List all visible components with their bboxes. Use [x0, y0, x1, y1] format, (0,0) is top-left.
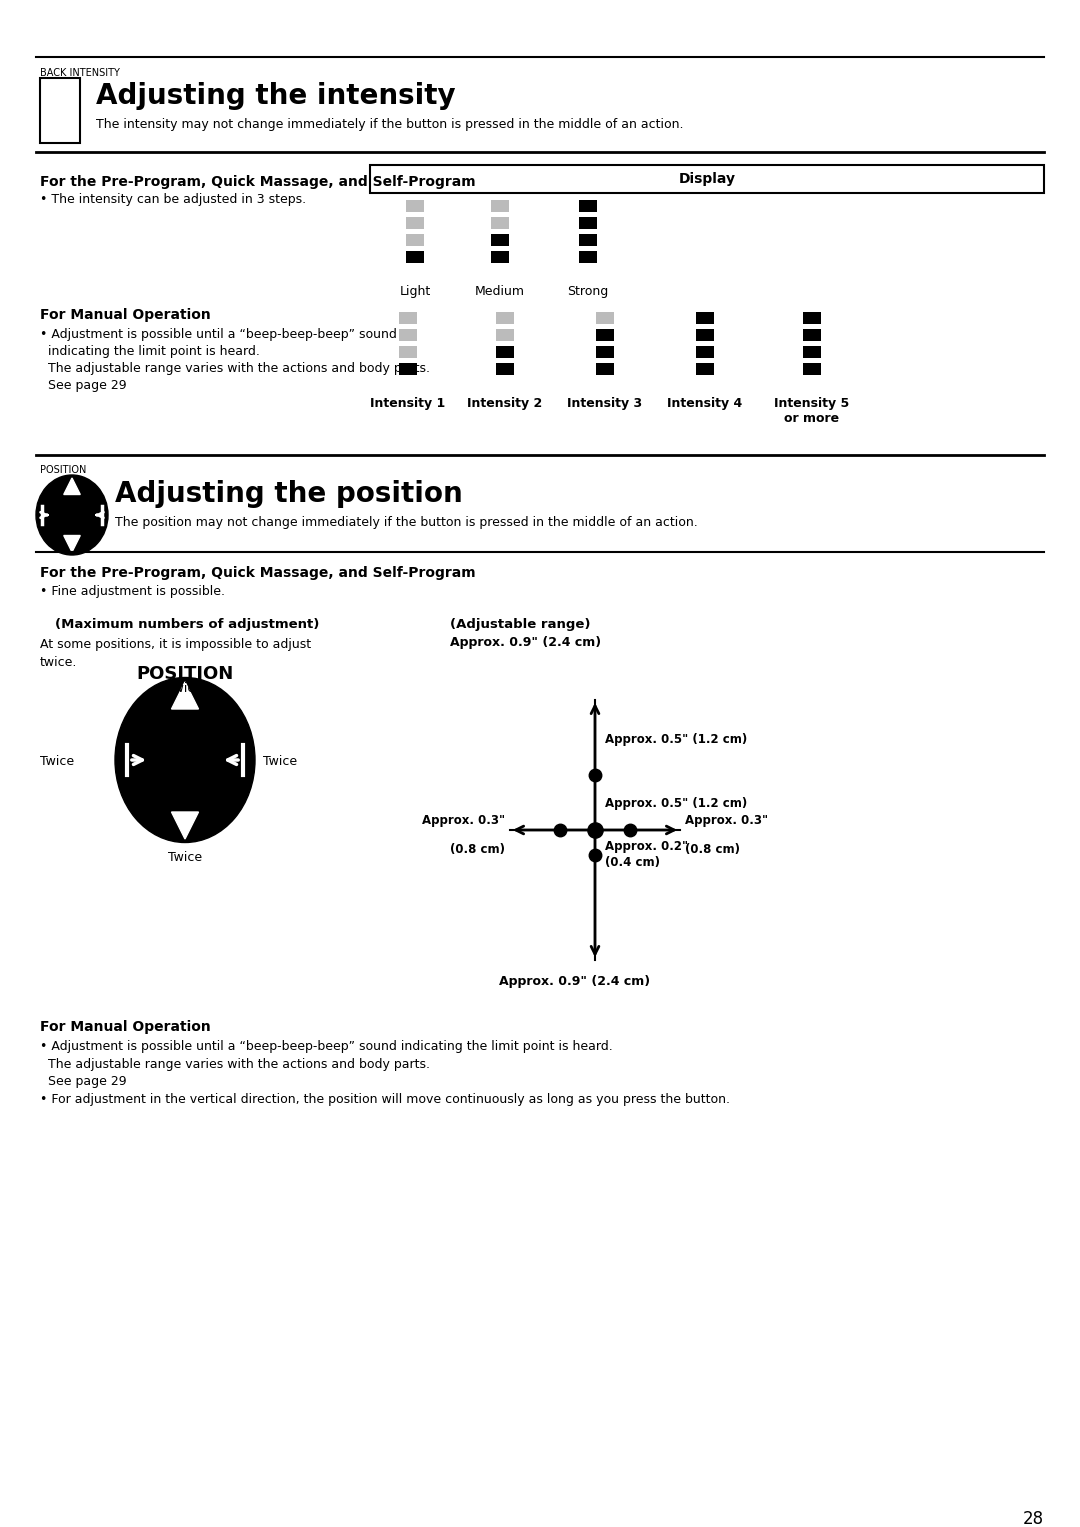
Text: Intensity 1: Intensity 1 — [370, 397, 446, 411]
Bar — [804, 328, 821, 341]
Bar — [696, 347, 714, 357]
Text: For Manual Operation: For Manual Operation — [40, 308, 211, 322]
Bar — [496, 312, 514, 324]
Bar — [804, 347, 821, 357]
Bar — [596, 312, 615, 324]
Text: • The intensity can be adjusted in 3 steps.: • The intensity can be adjusted in 3 ste… — [40, 192, 306, 206]
Bar — [399, 347, 417, 357]
Text: For the Pre-Program, Quick Massage, and Self-Program: For the Pre-Program, Quick Massage, and … — [40, 176, 475, 189]
Bar — [491, 234, 509, 246]
Text: Strong: Strong — [567, 286, 609, 298]
Polygon shape — [172, 683, 199, 709]
Polygon shape — [64, 536, 80, 551]
Text: Approx. 0.5" (1.2 cm): Approx. 0.5" (1.2 cm) — [605, 797, 747, 811]
Bar — [399, 328, 417, 341]
Text: • Adjustment is possible until a “beep-beep-beep” sound indicating the limit poi: • Adjustment is possible until a “beep-b… — [40, 1040, 612, 1054]
Text: For Manual Operation: For Manual Operation — [40, 1020, 211, 1034]
Text: Display: Display — [678, 173, 735, 186]
Bar — [496, 347, 514, 357]
Bar — [696, 312, 714, 324]
Bar — [579, 217, 597, 229]
Text: (Adjustable range): (Adjustable range) — [450, 618, 591, 631]
Text: Approx. 0.3": Approx. 0.3" — [422, 814, 505, 828]
Text: POSITION: POSITION — [136, 664, 233, 683]
Text: • For adjustment in the vertical direction, the position will move continuously : • For adjustment in the vertical directi… — [40, 1093, 730, 1106]
Text: (0.8 cm): (0.8 cm) — [450, 843, 505, 857]
Text: or more: or more — [784, 412, 839, 425]
Text: Twice: Twice — [40, 754, 75, 768]
Polygon shape — [172, 812, 199, 838]
Text: Light: Light — [400, 286, 431, 298]
Text: twice.: twice. — [40, 657, 78, 669]
Bar — [491, 250, 509, 263]
Polygon shape — [64, 478, 80, 495]
Text: See page 29: See page 29 — [40, 379, 126, 392]
Text: Intensity 5: Intensity 5 — [774, 397, 850, 411]
Text: Adjusting the intensity: Adjusting the intensity — [96, 82, 456, 110]
Text: BACK INTENSITY: BACK INTENSITY — [40, 69, 120, 78]
Text: Medium: Medium — [475, 286, 525, 298]
Text: Intensity 3: Intensity 3 — [567, 397, 643, 411]
Text: Approx. 0.2": Approx. 0.2" — [605, 840, 688, 854]
Text: (Maximum numbers of adjustment): (Maximum numbers of adjustment) — [55, 618, 320, 631]
Text: The position may not change immediately if the button is pressed in the middle o: The position may not change immediately … — [114, 516, 698, 528]
Bar — [40, 78, 80, 144]
Bar — [496, 328, 514, 341]
Ellipse shape — [114, 678, 255, 843]
Text: Approx. 0.9" (2.4 cm): Approx. 0.9" (2.4 cm) — [499, 976, 650, 988]
Text: indicating the limit point is heard.: indicating the limit point is heard. — [40, 345, 260, 357]
Text: • Fine adjustment is possible.: • Fine adjustment is possible. — [40, 585, 225, 599]
Bar — [406, 217, 424, 229]
Bar — [596, 328, 615, 341]
Text: Twice: Twice — [264, 754, 297, 768]
Bar — [406, 234, 424, 246]
Bar — [496, 363, 514, 376]
Bar — [804, 312, 821, 324]
Text: (0.8 cm): (0.8 cm) — [685, 843, 740, 857]
Text: (0.4 cm): (0.4 cm) — [605, 857, 660, 869]
Text: • Adjustment is possible until a “beep-beep-beep” sound: • Adjustment is possible until a “beep-b… — [40, 328, 396, 341]
Ellipse shape — [36, 475, 108, 554]
Text: For the Pre-Program, Quick Massage, and Self-Program: For the Pre-Program, Quick Massage, and … — [40, 567, 475, 580]
Text: The adjustable range varies with the actions and body parts.: The adjustable range varies with the act… — [40, 1058, 430, 1070]
Bar — [491, 217, 509, 229]
Bar — [370, 165, 1044, 192]
Bar — [491, 200, 509, 212]
Bar — [579, 250, 597, 263]
Text: Twice: Twice — [167, 851, 202, 864]
Text: Intensity 2: Intensity 2 — [468, 397, 542, 411]
Bar — [596, 347, 615, 357]
Text: 28: 28 — [1023, 1510, 1044, 1527]
Bar — [406, 250, 424, 263]
Bar — [579, 200, 597, 212]
Text: The intensity may not change immediately if the button is pressed in the middle : The intensity may not change immediately… — [96, 118, 684, 131]
Text: At some positions, it is impossible to adjust: At some positions, it is impossible to a… — [40, 638, 311, 651]
Bar — [696, 363, 714, 376]
Text: See page 29: See page 29 — [40, 1075, 126, 1089]
Bar — [406, 200, 424, 212]
Bar — [696, 328, 714, 341]
Bar — [399, 363, 417, 376]
Text: Twice: Twice — [167, 683, 202, 695]
Bar — [579, 234, 597, 246]
Bar — [399, 312, 417, 324]
Text: POSITION: POSITION — [40, 466, 86, 475]
Bar — [804, 363, 821, 376]
Bar — [596, 363, 615, 376]
Text: Adjusting the position: Adjusting the position — [114, 479, 462, 508]
Text: Approx. 0.5" (1.2 cm): Approx. 0.5" (1.2 cm) — [605, 733, 747, 745]
Text: Approx. 0.3": Approx. 0.3" — [685, 814, 768, 828]
Text: Approx. 0.9" (2.4 cm): Approx. 0.9" (2.4 cm) — [450, 637, 602, 649]
Text: The adjustable range varies with the actions and body parts.: The adjustable range varies with the act… — [40, 362, 430, 376]
Text: Intensity 4: Intensity 4 — [667, 397, 743, 411]
